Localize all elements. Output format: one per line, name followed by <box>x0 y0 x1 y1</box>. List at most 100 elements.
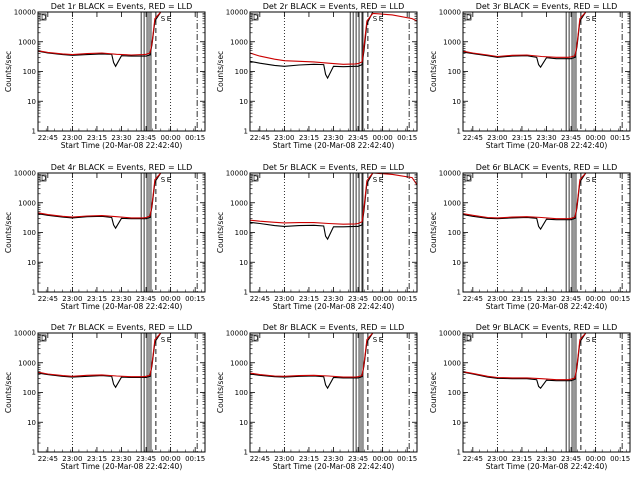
plot-frame <box>37 172 206 293</box>
corner-box <box>39 174 47 182</box>
y-tick-label: 10 <box>452 98 461 106</box>
event-label: E <box>379 176 383 184</box>
y-tick-label: 10000 <box>439 9 461 17</box>
x-tick-label: 00:00 <box>161 295 181 303</box>
event-label: E <box>379 336 383 344</box>
x-tick-label: 23:00 <box>274 295 294 303</box>
event-label: S <box>586 336 591 344</box>
events-series-line <box>463 173 630 231</box>
event-label: E <box>167 336 171 344</box>
x-tick-label: 23:00 <box>487 295 507 303</box>
event-label: S <box>586 176 591 184</box>
x-axis-label: Start Time (20-Mar-08 22:42:40) <box>273 462 395 471</box>
lld-series-line <box>250 333 417 378</box>
event-label: E <box>592 176 596 184</box>
events-series-line <box>463 12 630 69</box>
x-tick-label: 23:00 <box>274 455 294 463</box>
x-tick-label: 00:00 <box>586 455 606 463</box>
y-tick-label: 100 <box>23 389 36 397</box>
plot-frame <box>462 11 631 132</box>
panel-9: Det 9r BLACK = Events, RED = LLD D S E 1 10 10… <box>429 323 631 471</box>
y-axis-label: Counts/sec <box>216 212 225 253</box>
y-tick-label: 100 <box>235 68 248 76</box>
corner-box <box>251 334 259 342</box>
y-tick-label: 1 <box>244 289 248 297</box>
event-label: S <box>373 336 378 344</box>
x-tick-label: 23:15 <box>299 455 319 463</box>
corner-box <box>464 13 472 21</box>
y-tick-label: 1000 <box>443 199 461 207</box>
x-tick-label: 23:00 <box>62 455 82 463</box>
x-tick-label: 23:15 <box>512 134 532 142</box>
x-tick-label: 22:45 <box>250 295 270 303</box>
x-tick-label: 23:30 <box>323 134 343 142</box>
y-tick-label: 1 <box>32 289 36 297</box>
x-tick-label: 23:30 <box>536 455 556 463</box>
x-tick-label: 23:15 <box>512 455 532 463</box>
corner-box <box>39 334 47 342</box>
y-tick-label: 1 <box>244 449 248 457</box>
events-series-line <box>250 333 417 390</box>
plot-frame <box>249 11 418 132</box>
y-axis-label: Counts/sec <box>4 51 13 92</box>
y-tick-label: 100 <box>448 68 461 76</box>
y-tick-label: 1000 <box>18 38 36 46</box>
y-tick-label: 10 <box>239 419 248 427</box>
y-tick-label: 10000 <box>439 330 461 338</box>
x-tick-label: 22:45 <box>38 455 58 463</box>
panel-title: Det 6r BLACK = Events, RED = LLD <box>476 163 618 172</box>
event-label: E <box>592 15 596 23</box>
plot-frame <box>462 332 631 453</box>
x-tick-label: 23:45 <box>136 134 156 142</box>
y-tick-label: 10 <box>452 259 461 267</box>
y-tick-label: 10000 <box>226 170 248 178</box>
x-tick-label: 22:45 <box>463 134 483 142</box>
x-tick-label: 22:45 <box>250 455 270 463</box>
x-axis-label: Start Time (20-Mar-08 22:42:40) <box>486 462 608 471</box>
corner-label: D <box>466 14 471 22</box>
panel-title: Det 9r BLACK = Events, RED = LLD <box>476 323 618 332</box>
events-series-line <box>463 333 630 390</box>
corner-label: D <box>253 14 258 22</box>
lld-series-line <box>38 333 205 378</box>
y-tick-label: 10 <box>239 98 248 106</box>
events-series-line <box>250 12 417 80</box>
y-tick-label: 10000 <box>14 330 36 338</box>
events-series-line <box>250 173 417 241</box>
x-tick-label: 23:45 <box>561 134 581 142</box>
x-axis-label: Start Time (20-Mar-08 22:42:40) <box>273 302 395 311</box>
y-tick-label: 100 <box>448 229 461 237</box>
y-tick-label: 1000 <box>230 199 248 207</box>
panel-title: Det 5r BLACK = Events, RED = LLD <box>263 163 405 172</box>
corner-box <box>251 174 259 182</box>
x-axis-label: Start Time (20-Mar-08 22:42:40) <box>486 302 608 311</box>
event-label: S <box>161 15 166 23</box>
x-tick-label: 00:00 <box>586 295 606 303</box>
x-axis-label: Start Time (20-Mar-08 22:42:40) <box>61 462 183 471</box>
event-label: E <box>379 15 383 23</box>
panel-title: Det 3r BLACK = Events, RED = LLD <box>476 2 618 11</box>
corner-label: D <box>41 175 46 183</box>
x-tick-label: 23:45 <box>348 134 368 142</box>
corner-label: D <box>41 335 46 343</box>
panel-8: Det 8r BLACK = Events, RED = LLD D S E 1 10 10… <box>216 323 418 471</box>
x-tick-label: 00:00 <box>586 134 606 142</box>
panel-6: Det 6r BLACK = Events, RED = LLD D S E 1 10 10… <box>429 163 631 311</box>
y-tick-label: 100 <box>235 389 248 397</box>
x-tick-label: 23:30 <box>536 295 556 303</box>
plot-frame <box>249 332 418 453</box>
x-tick-label: 00:00 <box>373 295 393 303</box>
x-tick-label: 22:45 <box>463 295 483 303</box>
x-tick-label: 23:45 <box>561 295 581 303</box>
plot-area <box>463 173 630 292</box>
y-tick-label: 10 <box>239 259 248 267</box>
x-tick-label: 23:00 <box>62 134 82 142</box>
y-tick-label: 10000 <box>226 9 248 17</box>
y-tick-label: 10000 <box>14 9 36 17</box>
event-label: E <box>167 176 171 184</box>
events-series-line <box>38 333 205 389</box>
lld-series-line <box>463 12 630 58</box>
events-series-line <box>38 173 205 230</box>
y-tick-label: 10000 <box>226 330 248 338</box>
corner-label: D <box>466 175 471 183</box>
